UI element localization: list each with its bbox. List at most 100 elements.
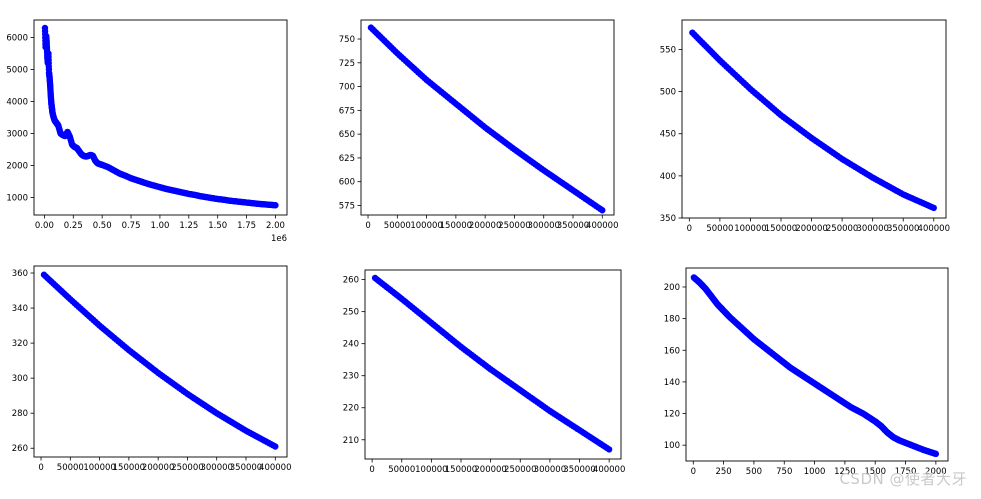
plot-frame (364, 269, 622, 460)
x-tick-label: 200000 (474, 465, 506, 475)
data-marker (272, 443, 279, 450)
y-tick-label: 400 (660, 172, 676, 182)
x-tick-label: 350000 (563, 465, 595, 475)
x-tick-label: 250000 (498, 221, 530, 231)
x-exponent-label: 1e6 (271, 234, 287, 244)
data-marker (272, 202, 279, 209)
y-tick-label: 575 (339, 201, 355, 211)
plot-frame (33, 19, 288, 216)
x-tick-label: 400000 (593, 465, 625, 475)
x-tick-label: 100000 (83, 463, 115, 473)
x-tick-label: 0.25 (64, 221, 83, 231)
x-tick-label: 150000 (113, 463, 145, 473)
data-marker (605, 446, 613, 453)
y-tick-label: 360 (12, 269, 28, 279)
x-tick-label: 1500 (864, 467, 886, 477)
y-tick-label: 2000 (6, 161, 28, 171)
y-tick-label: 700 (339, 83, 355, 93)
x-tick-label: 250 (715, 467, 731, 477)
x-tick-label: 300000 (534, 465, 566, 475)
y-tick-label: 5000 (6, 66, 28, 76)
y-tick-label: 500 (660, 88, 676, 98)
plot-frame (360, 19, 615, 216)
chart-4: 0 50000 1000001500002000002500003000003500… (12, 265, 292, 473)
x-tick-label: 1.50 (208, 221, 227, 231)
series-markers (41, 24, 279, 209)
y-tick-label: 1000 (6, 193, 28, 203)
y-tick-label: 210 (343, 436, 359, 446)
x-tick-label: 0 (365, 221, 370, 231)
x-tick-label: 0.75 (122, 221, 141, 231)
y-tick-label: 3000 (6, 129, 28, 139)
x-tick-label: 150000 (440, 221, 472, 231)
x-tick-label: 100000 (415, 465, 447, 475)
y-tick-label: 230 (343, 372, 359, 382)
x-tick-label: 0 (369, 465, 374, 475)
x-tick-label: 150000 (765, 224, 797, 234)
x-tick-label: 750 (776, 467, 792, 477)
y-tick-label: 100 (664, 441, 680, 451)
y-tick-label: 350 (660, 214, 676, 224)
x-tick-label: 350000 (230, 463, 262, 473)
x-tick-label: 200000 (795, 224, 827, 234)
chart-2: 0 50000 1000001500002000002500003000003500… (339, 19, 619, 231)
series-markers (689, 29, 937, 212)
y-tick-label: 180 (664, 315, 680, 325)
x-tick-label: 500 (746, 467, 762, 477)
x-tick-label: 0 (38, 463, 43, 473)
x-tick-label: 350000 (887, 224, 919, 234)
series-markers (690, 274, 940, 458)
plot-frame (681, 19, 947, 219)
x-tick-label: 2.00 (266, 221, 285, 231)
x-tick-label: 1750 (895, 467, 917, 477)
x-tick-label: 400000 (918, 224, 950, 234)
x-tick-label: 100000 (734, 224, 766, 234)
y-tick-label: 750 (339, 35, 355, 45)
x-tick-label: 400000 (259, 463, 291, 473)
x-tick-label: 50000 (57, 463, 84, 473)
y-tick-label: 6000 (6, 34, 28, 44)
y-tick-label: 340 (12, 304, 28, 314)
series-markers (40, 271, 279, 450)
y-tick-label: 260 (343, 276, 359, 286)
series-markers (371, 274, 613, 453)
y-tick-label: 550 (660, 45, 676, 55)
y-tick-label: 625 (339, 154, 355, 164)
y-tick-label: 160 (664, 346, 680, 356)
x-tick-label: 1000 (804, 467, 826, 477)
y-tick-label: 250 (343, 308, 359, 318)
y-tick-label: 675 (339, 106, 355, 116)
y-tick-label: 450 (660, 130, 676, 140)
x-tick-label: 50000 (388, 465, 415, 475)
data-marker (599, 207, 606, 214)
x-tick-label: 300000 (200, 463, 232, 473)
watermark: CSDN @使者大牙 (839, 470, 967, 488)
y-tick-label: 650 (339, 130, 355, 140)
data-marker (930, 204, 937, 212)
x-tick-label: 250000 (826, 224, 858, 234)
x-tick-label: 1.00 (150, 221, 169, 231)
x-tick-label: 50000 (706, 224, 733, 234)
chart-1: 0.00 0.25 0.50 0.75 1.00 1.25 1.50 1.75 2.00 1000… (6, 19, 288, 244)
x-tick-label: 200000 (142, 463, 174, 473)
x-tick-label: 1250 (834, 467, 856, 477)
plot-frame (33, 265, 288, 458)
y-tick-label: 240 (343, 340, 359, 350)
x-tick-label: 0.00 (35, 221, 54, 231)
y-tick-label: 600 (339, 178, 355, 188)
y-tick-label: 140 (664, 378, 680, 388)
plot-frame (685, 267, 949, 462)
y-tick-label: 300 (12, 374, 28, 384)
x-tick-label: 2000 (925, 467, 947, 477)
chart-5: 0 50000 1000001500002000002500003000003500… (343, 269, 625, 475)
y-tick-label: 280 (12, 409, 28, 419)
x-tick-label: 100000 (410, 221, 442, 231)
x-tick-label: 300000 (856, 224, 888, 234)
x-tick-label: 200000 (469, 221, 501, 231)
y-tick-label: 200 (664, 283, 680, 293)
chart-3: 0 50000 1000001500002000002500003000003500… (660, 19, 950, 234)
x-tick-label: 50000 (384, 221, 411, 231)
y-tick-label: 260 (12, 444, 28, 454)
series-markers (367, 24, 606, 214)
chart-6: 0 250 500 750 1000 1250 1500 1750 2000 100 120 140 1… (664, 267, 949, 477)
